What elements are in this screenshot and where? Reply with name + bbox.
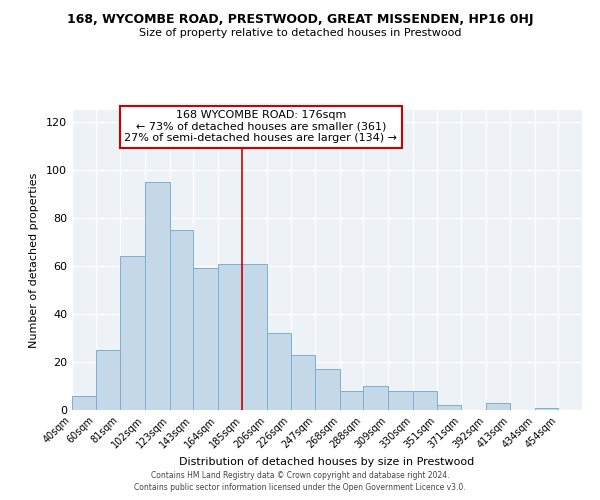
Bar [413, 391, 437, 410]
Bar [290, 355, 315, 410]
Bar [485, 403, 511, 410]
Text: Size of property relative to detached houses in Prestwood: Size of property relative to detached ho… [139, 28, 461, 38]
Bar [437, 405, 461, 410]
Bar [535, 408, 559, 410]
Bar [388, 391, 413, 410]
Y-axis label: Number of detached properties: Number of detached properties [29, 172, 39, 348]
X-axis label: Distribution of detached houses by size in Prestwood: Distribution of detached houses by size … [179, 456, 475, 466]
Bar [170, 230, 193, 410]
Text: 168 WYCOMBE ROAD: 176sqm
← 73% of detached houses are smaller (361)
27% of semi-: 168 WYCOMBE ROAD: 176sqm ← 73% of detach… [124, 110, 397, 143]
Bar [340, 391, 364, 410]
Bar [72, 396, 95, 410]
Bar [120, 256, 145, 410]
Text: 168, WYCOMBE ROAD, PRESTWOOD, GREAT MISSENDEN, HP16 0HJ: 168, WYCOMBE ROAD, PRESTWOOD, GREAT MISS… [67, 12, 533, 26]
Bar [267, 333, 290, 410]
Bar [218, 264, 242, 410]
Bar [193, 268, 218, 410]
Bar [242, 264, 267, 410]
Text: Contains HM Land Registry data © Crown copyright and database right 2024.: Contains HM Land Registry data © Crown c… [151, 471, 449, 480]
Bar [315, 369, 340, 410]
Bar [145, 182, 170, 410]
Bar [95, 350, 120, 410]
Text: Contains public sector information licensed under the Open Government Licence v3: Contains public sector information licen… [134, 484, 466, 492]
Bar [364, 386, 388, 410]
